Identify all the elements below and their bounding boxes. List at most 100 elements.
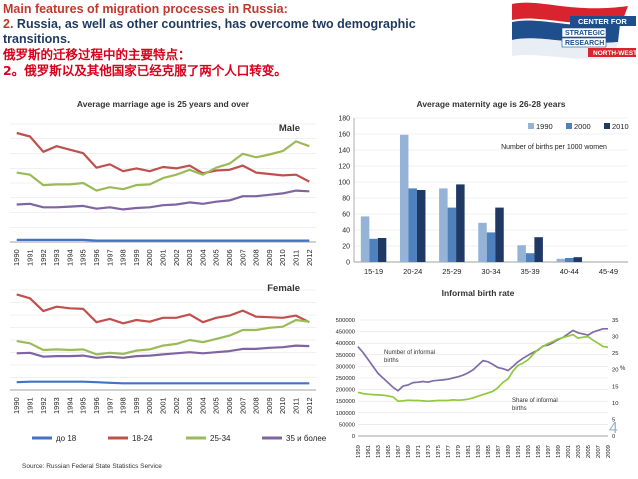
y-tick-label: 20 — [342, 244, 350, 251]
x-tick-label: 1985 — [486, 445, 492, 458]
x-tick-label: 2002 — [172, 249, 181, 266]
y-left-tick-label: 50000 — [339, 422, 355, 428]
x-tick-label: 1993 — [526, 445, 532, 458]
x-tick-label: 1961 — [366, 445, 372, 458]
x-tick-label: 1963 — [376, 445, 382, 458]
y-right-tick-label: 5 — [612, 417, 615, 423]
bar — [439, 188, 448, 262]
x-tick-label: 45-49 — [599, 267, 618, 276]
chart-annotation-cont: births — [512, 406, 527, 412]
x-tick-label: 2010 — [278, 397, 287, 414]
x-tick-label: 1990 — [12, 397, 21, 414]
y-left-tick-label: 400000 — [336, 341, 355, 347]
bar — [377, 238, 387, 262]
x-tick-label: 1967 — [396, 445, 402, 458]
bar — [360, 216, 370, 262]
x-tick-label: 2005 — [212, 397, 221, 414]
x-tick-label: 1992 — [39, 249, 48, 266]
y-tick-label: 140 — [338, 148, 350, 155]
logo-text-1: CENTER FOR — [578, 17, 627, 26]
series-line — [16, 344, 310, 359]
right-axis-label: % — [620, 366, 626, 372]
x-tick-label: 1983 — [476, 445, 482, 458]
x-tick-label: 1997 — [105, 397, 114, 414]
x-tick-label: 1995 — [79, 397, 88, 414]
legend-swatch — [604, 123, 610, 129]
logo-text-3: RESEARCH — [565, 40, 604, 47]
x-tick-label: 1990 — [12, 249, 21, 266]
y-right-tick-label: 0 — [612, 434, 615, 440]
x-tick-label: 2007 — [238, 397, 247, 414]
x-tick-label: 1979 — [456, 445, 462, 458]
x-tick-label: 1997 — [546, 445, 552, 458]
y-right-tick-label: 15 — [612, 384, 618, 390]
y-tick-label: 60 — [342, 212, 350, 219]
header: Main features of migration processes in … — [3, 2, 483, 79]
bar — [517, 245, 526, 262]
legend-label: 2010 — [612, 122, 629, 131]
x-tick-label: 2009 — [265, 249, 274, 266]
x-tick-label: 2009 — [606, 445, 612, 458]
y-tick-label: 100 — [338, 180, 350, 187]
bar — [486, 232, 496, 262]
title-line-2: 2. Russia, as well as other countries, h… — [3, 17, 483, 47]
chart-annotation: Number of births per 1000 women — [501, 144, 607, 151]
x-tick-label: 2005 — [586, 445, 592, 458]
x-tick-label: 1995 — [79, 249, 88, 266]
logo-text-2: STRATEGIC — [565, 30, 605, 37]
series-line — [357, 333, 609, 403]
series-line — [16, 238, 310, 242]
bar — [447, 207, 457, 262]
legend-label: 2000 — [574, 122, 591, 131]
y-left-tick-label: 0 — [352, 434, 355, 440]
x-tick-label: 1994 — [65, 397, 74, 414]
x-tick-label: 2000 — [145, 249, 154, 266]
point-number: 2. — [3, 17, 14, 31]
bar — [495, 207, 504, 262]
page-number: 4 — [609, 420, 618, 437]
y-tick-label: 180 — [338, 116, 350, 123]
x-tick-label: 1999 — [556, 445, 562, 458]
x-tick-label: 2003 — [185, 397, 194, 414]
y-right-tick-label: 35 — [612, 318, 618, 324]
series-line — [16, 189, 310, 211]
y-tick-label: 160 — [338, 132, 350, 139]
title-line-2-text: Russia, as well as other countries, has … — [3, 17, 416, 46]
x-tick-label: 2001 — [566, 445, 572, 458]
x-tick-label: 1981 — [466, 445, 472, 458]
chart-title: Average maternity age is 26-28 years — [417, 99, 566, 109]
legend-label: 25-34 — [210, 434, 231, 443]
x-tick-label: 1975 — [436, 445, 442, 458]
x-tick-label: 2007 — [238, 249, 247, 266]
series-line — [16, 140, 310, 192]
x-tick-label: 1991 — [516, 445, 522, 458]
x-tick-label: 2006 — [225, 249, 234, 266]
series-line — [16, 318, 310, 356]
x-tick-label: 1969 — [406, 445, 412, 458]
x-tick-label: 2002 — [172, 397, 181, 414]
x-tick-label: 40-44 — [560, 267, 579, 276]
x-tick-label: 2012 — [305, 249, 314, 266]
x-tick-label: 1965 — [386, 445, 392, 458]
y-right-tick-label: 30 — [612, 335, 618, 341]
legend-label: 1990 — [536, 122, 553, 131]
series-line — [16, 293, 310, 325]
x-tick-label: 1998 — [119, 397, 128, 414]
bar — [525, 253, 535, 262]
logo-text-4: NORTH-WEST — [593, 50, 637, 57]
male-marriage-chart: Average marriage age is 25 years and ove… — [10, 99, 316, 266]
female-marriage-chart: Female 1990 1991 1992 1993 1994 1995 1996 1997 19… — [10, 283, 316, 414]
legend-label: до 18 — [56, 434, 77, 443]
y-left-tick-label: 450000 — [336, 330, 355, 336]
y-left-tick-label: 500000 — [336, 318, 355, 324]
x-tick-label: 2001 — [159, 397, 168, 414]
legend-label: 35 и более — [286, 434, 327, 443]
bar — [565, 258, 574, 262]
x-tick-label: 1989 — [506, 445, 512, 458]
legend-swatch — [528, 123, 534, 129]
x-tick-label: 2001 — [159, 249, 168, 266]
y-left-tick-label: 100000 — [336, 411, 355, 417]
x-tick-label: 30-34 — [481, 267, 500, 276]
x-tick-label: 1992 — [39, 397, 48, 414]
x-tick-label: 1973 — [426, 445, 432, 458]
